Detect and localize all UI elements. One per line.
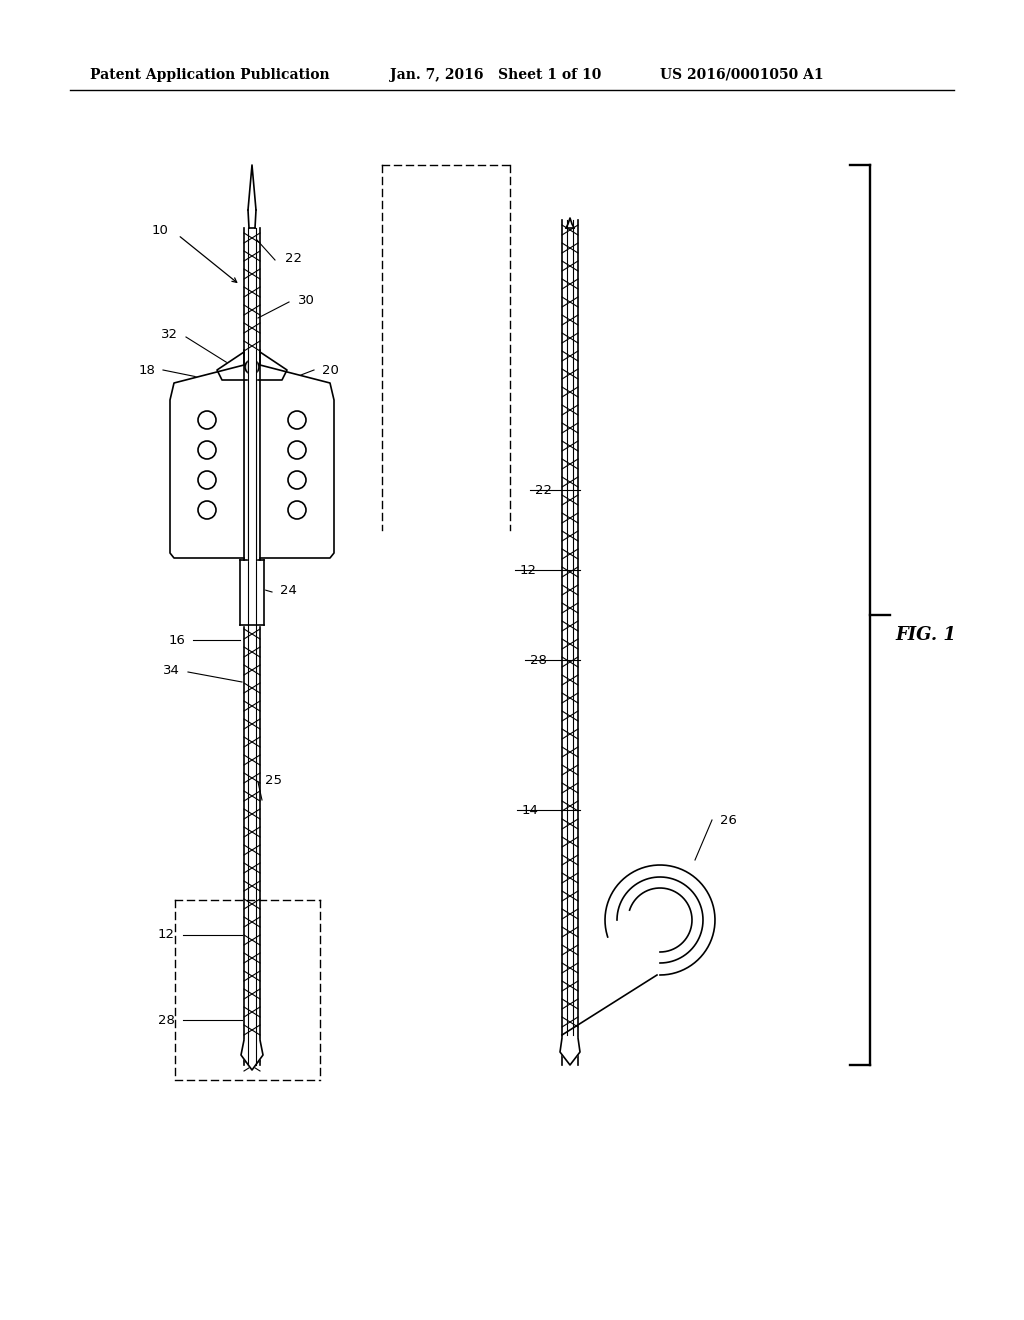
Text: 34: 34 bbox=[163, 664, 180, 676]
Text: Jan. 7, 2016   Sheet 1 of 10: Jan. 7, 2016 Sheet 1 of 10 bbox=[390, 69, 601, 82]
Text: 16: 16 bbox=[168, 634, 185, 647]
Text: 25: 25 bbox=[265, 774, 282, 787]
Polygon shape bbox=[248, 350, 256, 560]
Circle shape bbox=[245, 360, 259, 374]
Text: 14: 14 bbox=[522, 804, 539, 817]
Text: 28: 28 bbox=[530, 653, 547, 667]
Text: 12: 12 bbox=[520, 564, 537, 577]
Polygon shape bbox=[260, 352, 334, 558]
Text: 10: 10 bbox=[152, 223, 168, 236]
Text: FIG. 1: FIG. 1 bbox=[895, 626, 955, 644]
Polygon shape bbox=[241, 1040, 263, 1071]
Text: Patent Application Publication: Patent Application Publication bbox=[90, 69, 330, 82]
Text: 20: 20 bbox=[322, 363, 339, 376]
Text: 32: 32 bbox=[161, 329, 178, 342]
Polygon shape bbox=[240, 560, 264, 624]
Text: 28: 28 bbox=[158, 1014, 175, 1027]
Polygon shape bbox=[248, 165, 256, 230]
Polygon shape bbox=[560, 1038, 580, 1065]
Text: US 2016/0001050 A1: US 2016/0001050 A1 bbox=[660, 69, 823, 82]
Text: 26: 26 bbox=[720, 813, 737, 826]
Text: 30: 30 bbox=[298, 293, 314, 306]
Text: 12: 12 bbox=[158, 928, 175, 941]
Text: 24: 24 bbox=[280, 583, 297, 597]
Polygon shape bbox=[217, 352, 287, 380]
Polygon shape bbox=[170, 352, 244, 558]
Text: 22: 22 bbox=[535, 483, 552, 496]
Text: 18: 18 bbox=[138, 363, 155, 376]
Text: 22: 22 bbox=[285, 252, 302, 264]
